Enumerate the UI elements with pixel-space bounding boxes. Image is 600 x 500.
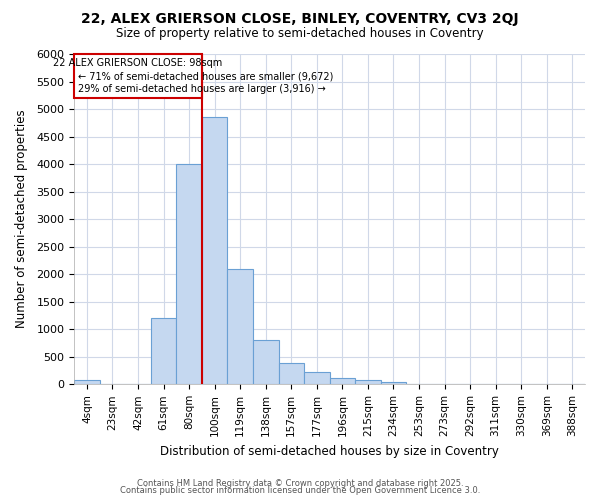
Bar — [329, 378, 355, 384]
Text: Contains HM Land Registry data © Crown copyright and database right 2025.: Contains HM Land Registry data © Crown c… — [137, 478, 463, 488]
Text: Size of property relative to semi-detached houses in Coventry: Size of property relative to semi-detach… — [116, 28, 484, 40]
Bar — [227, 268, 253, 384]
Text: Contains public sector information licensed under the Open Government Licence 3.: Contains public sector information licen… — [120, 486, 480, 495]
Text: 22, ALEX GRIERSON CLOSE, BINLEY, COVENTRY, CV3 2QJ: 22, ALEX GRIERSON CLOSE, BINLEY, COVENTR… — [81, 12, 519, 26]
Bar — [151, 318, 176, 384]
Text: 22 ALEX GRIERSON CLOSE: 98sqm: 22 ALEX GRIERSON CLOSE: 98sqm — [53, 58, 223, 68]
Bar — [355, 380, 380, 384]
Text: 29% of semi-detached houses are larger (3,916) →: 29% of semi-detached houses are larger (… — [78, 84, 326, 94]
Bar — [304, 372, 329, 384]
FancyBboxPatch shape — [74, 54, 202, 98]
Bar — [176, 164, 202, 384]
Y-axis label: Number of semi-detached properties: Number of semi-detached properties — [15, 110, 28, 328]
Bar — [74, 380, 100, 384]
Bar — [253, 340, 278, 384]
Bar — [202, 118, 227, 384]
X-axis label: Distribution of semi-detached houses by size in Coventry: Distribution of semi-detached houses by … — [160, 444, 499, 458]
Bar — [278, 364, 304, 384]
Bar — [380, 382, 406, 384]
Text: ← 71% of semi-detached houses are smaller (9,672): ← 71% of semi-detached houses are smalle… — [78, 71, 334, 81]
